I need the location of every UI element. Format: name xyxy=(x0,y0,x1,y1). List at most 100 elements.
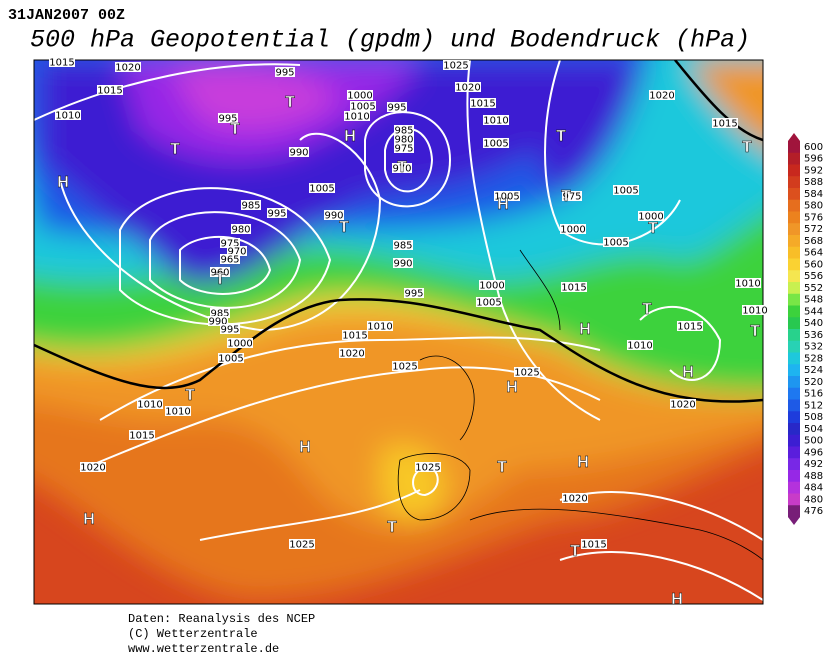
isobar-label-bg xyxy=(387,102,407,112)
colorbar-swatch xyxy=(788,282,800,295)
pressure-center: T xyxy=(397,159,407,176)
colorbar-label: 504 xyxy=(804,424,823,435)
colorbar-swatch xyxy=(788,211,800,224)
colorbar-label: 568 xyxy=(804,236,823,247)
colorbar-swatch xyxy=(788,258,800,271)
isobar-label-bg xyxy=(392,163,412,173)
colorbar-arrow-bottom xyxy=(788,517,800,525)
isobar-label: 975 xyxy=(394,144,413,155)
isobar-label-bg xyxy=(649,90,675,100)
isobar-label: 980 xyxy=(231,225,250,236)
colorbar-label: 524 xyxy=(804,365,823,376)
isobar-label: 1025 xyxy=(415,463,440,474)
colorbar-label: 560 xyxy=(804,259,823,270)
isobar-label: 1015 xyxy=(470,99,495,110)
isobar-label: 1015 xyxy=(561,283,586,294)
isobar-label-bg xyxy=(415,462,441,472)
contour-552 xyxy=(34,60,763,403)
pressure-center: T xyxy=(742,139,752,156)
isobar-label-bg xyxy=(476,297,502,307)
isobar-label-bg xyxy=(627,340,653,350)
field xyxy=(34,60,763,604)
isobar-label-bg xyxy=(309,183,335,193)
isobar-label: 1010 xyxy=(483,116,508,127)
isobar-label: 1020 xyxy=(562,494,587,505)
pressure-center: T xyxy=(642,301,652,318)
isobar-label: 965 xyxy=(220,255,239,266)
isobar-label-bg xyxy=(394,134,414,144)
colorbar-label: 544 xyxy=(804,306,823,317)
colorbar-label: 496 xyxy=(804,447,823,458)
pressure-center: H xyxy=(506,379,518,396)
isobar-label: 1020 xyxy=(455,83,480,94)
isobar-label-bg xyxy=(404,288,424,298)
colorbar-swatch xyxy=(788,352,800,365)
colorbar-label: 572 xyxy=(804,224,823,235)
isobar-label: 995 xyxy=(220,325,239,336)
footer-line: Daten: Reanalysis des NCEP xyxy=(128,612,316,626)
isobar-label: 990 xyxy=(208,317,227,328)
isobar-label: 1005 xyxy=(350,102,375,113)
colorbar-label: 540 xyxy=(804,318,823,329)
isobar-label-bg xyxy=(267,208,287,218)
pressure-center: T xyxy=(561,188,571,205)
isobar-label-bg xyxy=(560,224,586,234)
colorbar-label: 512 xyxy=(804,400,823,411)
pressure-center: T xyxy=(170,141,180,158)
isobar-label: 1005 xyxy=(494,192,519,203)
isobar-label: 1015 xyxy=(677,322,702,333)
isobar-label: 1025 xyxy=(289,540,314,551)
isobar-label-bg xyxy=(55,110,81,120)
colorbar-swatch xyxy=(788,493,800,506)
isobar-label: 1000 xyxy=(560,225,585,236)
colorbar-label: 492 xyxy=(804,459,823,470)
isobar-label: 990 xyxy=(324,211,343,222)
colorbar-label: 596 xyxy=(804,154,823,165)
isobar-label-bg xyxy=(165,406,191,416)
colorbar-swatch xyxy=(788,176,800,189)
colorbar-swatch xyxy=(788,235,800,248)
isobar-label-bg xyxy=(137,399,163,409)
isobar-label-bg xyxy=(443,60,469,70)
colorbar-label: 528 xyxy=(804,353,823,364)
colorbar-label: 480 xyxy=(804,494,823,505)
isobar-label: 1000 xyxy=(347,91,372,102)
colorbar-swatch xyxy=(788,223,800,236)
colorbar-label: 508 xyxy=(804,412,823,423)
isobar-label: 1020 xyxy=(670,400,695,411)
isobar-label-bg xyxy=(231,224,251,234)
isobar-label-bg xyxy=(220,238,240,248)
isobar-label: 995 xyxy=(404,289,423,300)
isobar-label-bg xyxy=(339,348,365,358)
isobar-label-bg xyxy=(712,118,738,128)
pressure-center: H xyxy=(299,439,311,456)
isobar-label-bg xyxy=(115,62,141,72)
isobar-label: 1015 xyxy=(342,331,367,342)
colorbar-swatch xyxy=(788,270,800,283)
isobar-label: 1025 xyxy=(392,362,417,373)
colorbar-swatch xyxy=(788,481,800,494)
colorbar-swatch xyxy=(788,470,800,483)
isobar-label: 985 xyxy=(394,126,413,137)
isobar-label: 1010 xyxy=(735,279,760,290)
isobar-label-bg xyxy=(80,462,106,472)
colorbar-swatch xyxy=(788,446,800,459)
isobar-label-bg xyxy=(470,98,496,108)
isobar-label: 1015 xyxy=(581,540,606,551)
isobar-label-bg xyxy=(394,125,414,135)
coastlines xyxy=(397,249,763,561)
isobar-label-bg xyxy=(220,254,240,264)
colorbar-label: 532 xyxy=(804,342,823,353)
isobar-label-bg xyxy=(344,111,370,121)
isobar-label: 960 xyxy=(210,268,229,279)
isobar-label: 1000 xyxy=(479,281,504,292)
isobar-label: 1015 xyxy=(129,431,154,442)
isobar-label-bg xyxy=(227,246,247,256)
isobar-label: 1010 xyxy=(137,400,162,411)
colorbar-swatch xyxy=(788,411,800,424)
isobar-label: 975 xyxy=(562,192,581,203)
pressure-center: T xyxy=(570,543,580,560)
isobar-label-bg xyxy=(393,258,413,268)
isobar-label-bg xyxy=(129,430,155,440)
